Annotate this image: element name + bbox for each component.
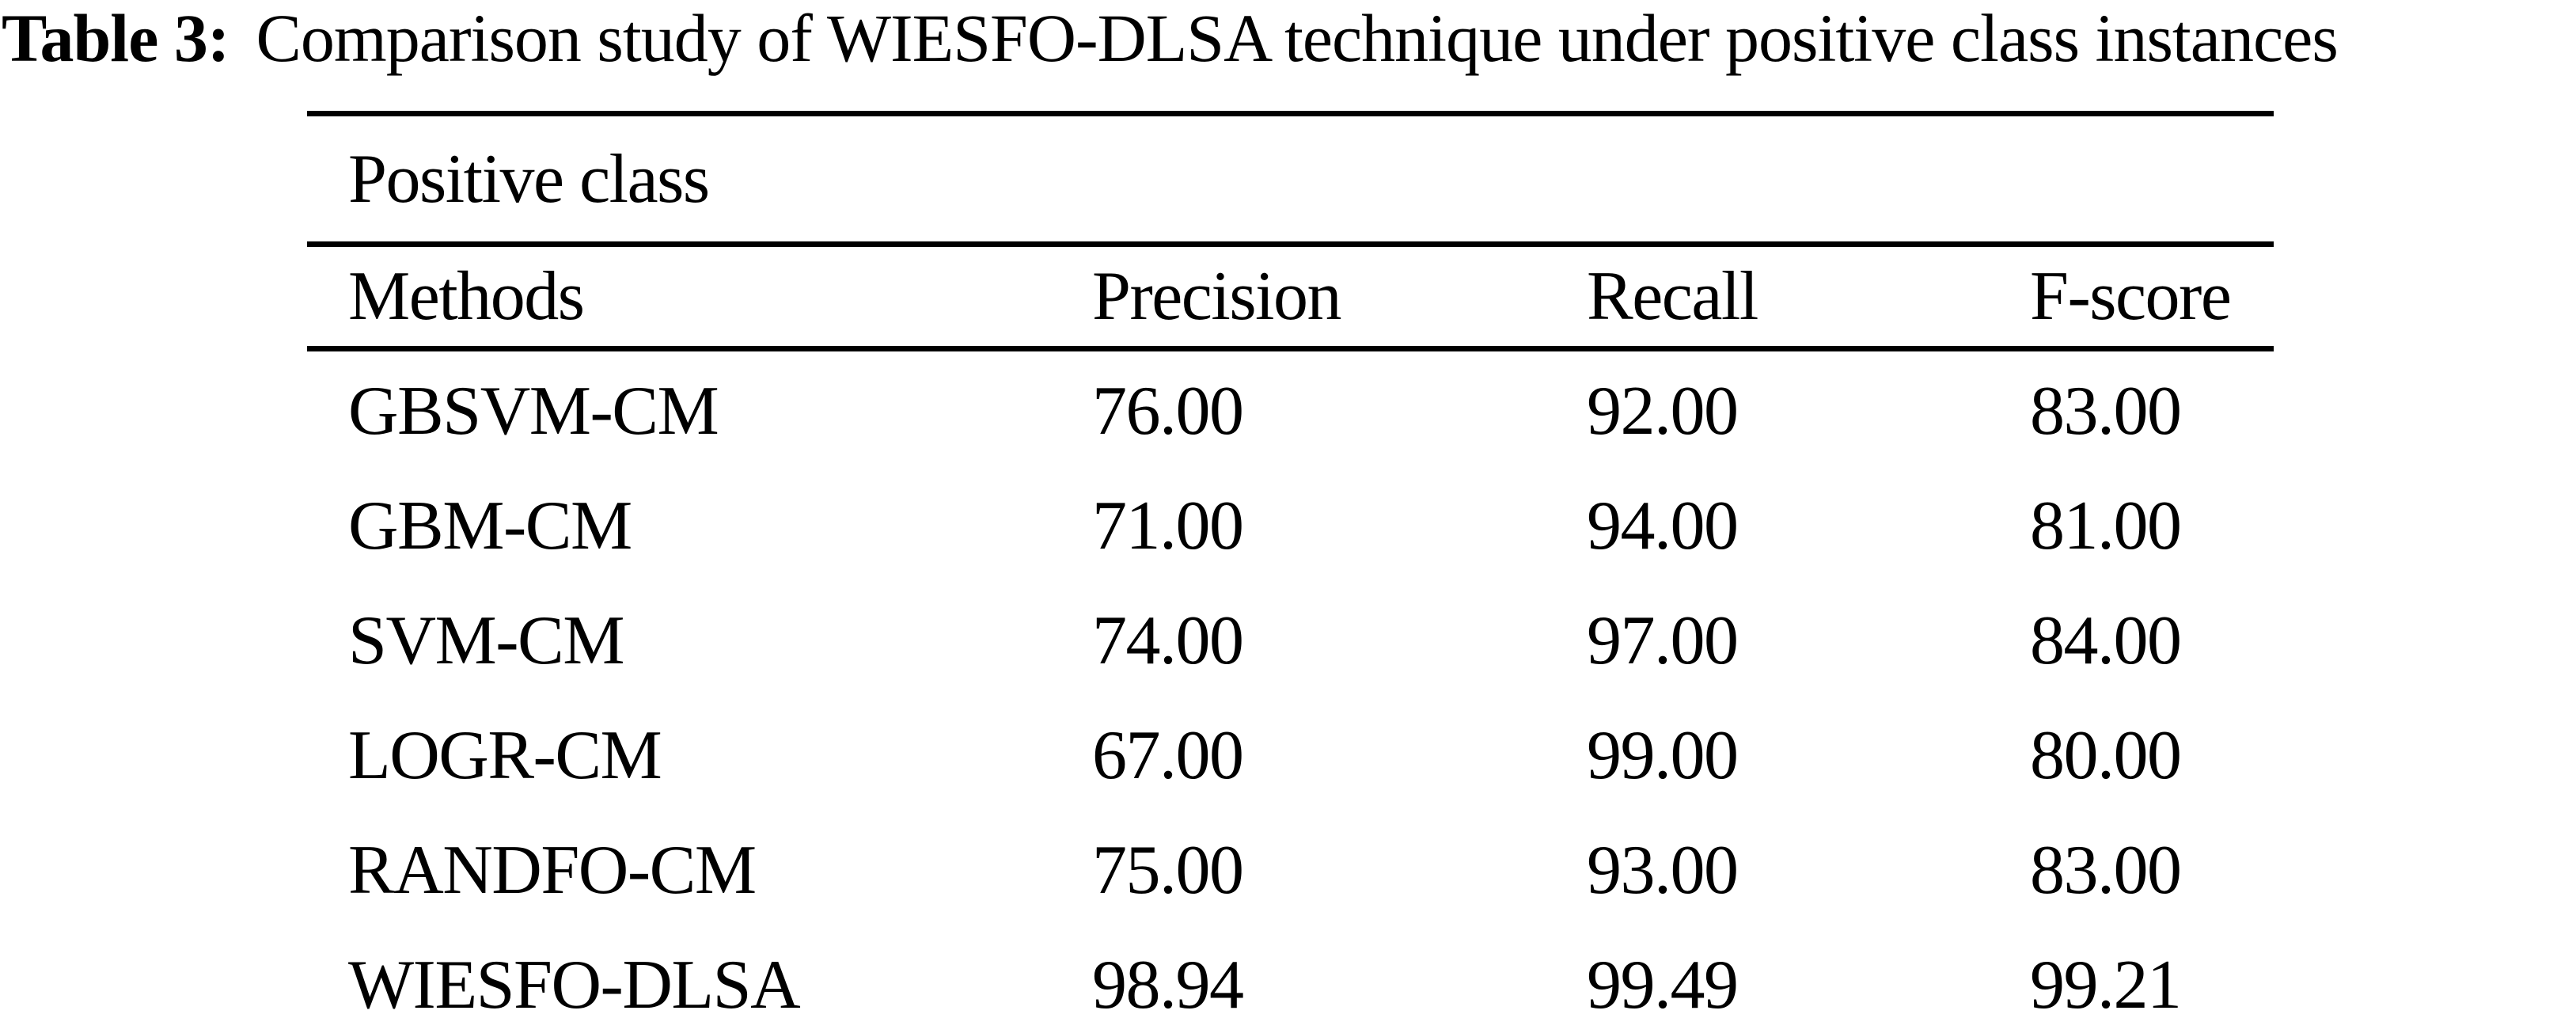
cell-method: LOGR-CM	[348, 717, 662, 794]
cell-recall: 99.00	[1587, 717, 1739, 794]
cell-precision: 75.00	[1092, 832, 1244, 909]
cell-recall: 94.00	[1587, 488, 1739, 564]
table-caption-label: Table 3:	[2, 0, 230, 76]
cell-method: RANDFO-CM	[348, 832, 757, 909]
column-header-methods: Methods	[307, 244, 1092, 351]
group-header-cell: Positive class	[307, 113, 2274, 247]
cell-precision: 67.00	[1092, 717, 1244, 794]
results-table: Positive class Methods Precision Recall …	[307, 111, 2274, 1018]
table-row: LOGR-CM 67.00 99.00 80.00	[307, 696, 2274, 811]
cell-fscore: 83.00	[2030, 373, 2182, 450]
cell-fscore: 99.21	[2030, 947, 2182, 1018]
cell-fscore: 81.00	[2030, 488, 2182, 564]
cell-method: GBM-CM	[348, 488, 632, 564]
cell-fscore: 83.00	[2030, 832, 2182, 909]
cell-precision: 74.00	[1092, 602, 1244, 679]
group-header-row: Positive class	[307, 113, 2274, 247]
column-header-recall: Recall	[1587, 244, 2030, 351]
table-row: SVM-CM 74.00 97.00 84.00	[307, 581, 2274, 696]
cell-method: SVM-CM	[348, 602, 624, 679]
table-row: GBM-CM 71.00 94.00 81.00	[307, 466, 2274, 581]
cell-recall: 97.00	[1587, 602, 1739, 679]
column-header-fscore: F-score	[2030, 244, 2274, 351]
table-row: WIESFO-DLSA 98.94 99.49 99.21	[307, 925, 2274, 1018]
cell-recall: 92.00	[1587, 373, 1739, 450]
cell-precision: 71.00	[1092, 488, 1244, 564]
cell-fscore: 80.00	[2030, 717, 2182, 794]
cell-precision: 76.00	[1092, 373, 1244, 450]
cell-recall: 93.00	[1587, 832, 1739, 909]
cell-method: GBSVM-CM	[348, 373, 719, 450]
cell-fscore: 84.00	[2030, 602, 2182, 679]
cell-method: WIESFO-DLSA	[348, 947, 801, 1018]
column-header-row: Methods Precision Recall F-score	[307, 244, 2274, 351]
table-row: GBSVM-CM 76.00 92.00 83.00	[307, 349, 2274, 467]
cell-precision: 98.94	[1092, 947, 1244, 1018]
table-caption-text: Comparison study of WIESFO-DLSA techniqu…	[256, 0, 2339, 76]
column-header-precision: Precision	[1092, 244, 1587, 351]
table-caption: Table 3: Comparison study of WIESFO-DLSA …	[2, 0, 2339, 81]
cell-recall: 99.49	[1587, 947, 1739, 1018]
table-row: RANDFO-CM 75.00 93.00 83.00	[307, 811, 2274, 925]
